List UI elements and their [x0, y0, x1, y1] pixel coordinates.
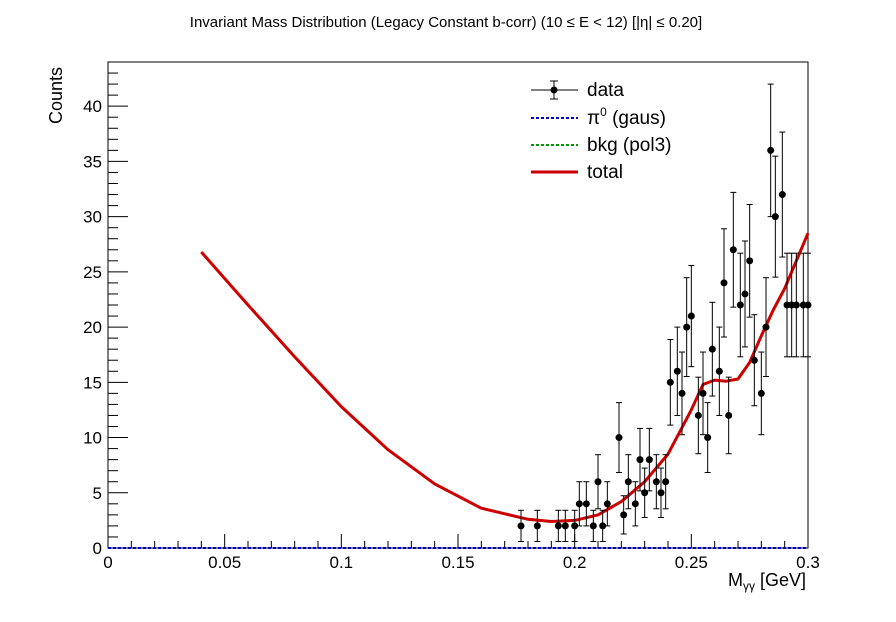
legend-label-data: data [587, 80, 624, 101]
data-point [636, 456, 644, 464]
legend-entry-total: total [531, 162, 623, 183]
data-point [746, 257, 754, 265]
legend-label-pi0: π0 (gaus) [587, 105, 666, 129]
y-axis: 0 5 10 15 20 25 30 35 40 [83, 61, 128, 558]
curve-total [200, 232, 810, 523]
data-point [729, 246, 737, 254]
data-point [694, 411, 702, 419]
data-point [741, 290, 749, 298]
legend-entry-bkg: bkg (pol3) [531, 135, 672, 156]
data-point [750, 356, 758, 364]
x-axis-title-main: M [728, 570, 743, 590]
legend-label-pi0-rest: (gaus) [607, 108, 666, 129]
data-point [517, 522, 525, 530]
legend-label-bkg: bkg (pol3) [587, 135, 672, 156]
data-point [736, 301, 744, 309]
data-point [804, 301, 812, 309]
data-point [575, 500, 583, 508]
data-point [571, 522, 579, 530]
data-point [687, 312, 695, 320]
y-tick-label: 20 [83, 318, 102, 337]
data-point [615, 434, 623, 442]
fit-curves [108, 232, 810, 549]
data-point [666, 378, 674, 386]
data-point [757, 389, 765, 397]
data-point [641, 489, 649, 497]
data-point [725, 411, 733, 419]
data-series [517, 83, 812, 543]
data-point [594, 478, 602, 486]
data-point [673, 367, 681, 375]
x-axis-title-sub: γγ [743, 579, 755, 593]
y-tick-label: 35 [83, 152, 102, 171]
data-point [599, 522, 607, 530]
y-tick-label: 40 [83, 97, 102, 116]
data-point [657, 489, 665, 497]
data-point [699, 389, 707, 397]
data-point [720, 279, 728, 287]
data-point [652, 478, 660, 486]
legend-label-pi0-main: π [587, 108, 600, 129]
data-point [678, 389, 686, 397]
data-point [631, 500, 639, 508]
data-point [554, 522, 562, 530]
data-point [762, 323, 770, 331]
data-point [582, 500, 590, 508]
legend-data-marker [550, 86, 558, 94]
y-tick-label: 25 [83, 263, 102, 282]
data-point [778, 191, 786, 199]
data-point [767, 146, 775, 154]
y-tick-label: 5 [93, 484, 102, 503]
data-point [624, 478, 632, 486]
data-point [771, 213, 779, 221]
data-point [715, 367, 723, 375]
data-point [561, 522, 569, 530]
plot-frame [107, 61, 809, 549]
y-axis-title: Counts [46, 67, 66, 124]
x-axis: 0 0.05 0.1 0.15 0.2 0.25 0.3 [103, 534, 820, 572]
data-point [533, 522, 541, 530]
data-point [645, 456, 653, 464]
x-tick-label: 0.2 [563, 553, 587, 572]
plot-area [107, 61, 809, 549]
y-tick-label: 10 [83, 429, 102, 448]
legend-entry-data: data [531, 80, 624, 101]
y-tick-label: 30 [83, 208, 102, 227]
x-axis-title: Mγγ [GeV] [728, 570, 806, 593]
x-tick-label: 0.25 [675, 553, 708, 572]
y-tick-label: 0 [93, 539, 102, 558]
x-tick-label: 0 [103, 553, 112, 572]
data-point [603, 500, 611, 508]
x-tick-label: 0.15 [441, 553, 474, 572]
legend-entry-pi0: π0 (gaus) [531, 105, 666, 129]
chart-title: Invariant Mass Distribution (Legacy Cons… [190, 14, 702, 31]
legend-label-pi0-sup: 0 [600, 105, 607, 119]
data-point [683, 323, 691, 331]
x-tick-label: 0.1 [330, 553, 354, 572]
y-tick-label: 15 [83, 373, 102, 392]
x-axis-title-unit: [GeV] [755, 570, 806, 590]
data-point [704, 434, 712, 442]
x-tick-label: 0.05 [208, 553, 241, 572]
legend: data π0 (gaus) bkg (pol3) total [531, 80, 672, 183]
legend-label-total: total [587, 162, 623, 183]
data-point [708, 345, 716, 353]
data-point [662, 478, 670, 486]
data-point [792, 301, 800, 309]
data-point [589, 522, 597, 530]
data-point [620, 511, 628, 519]
x-tick-label: 0.3 [796, 553, 820, 572]
